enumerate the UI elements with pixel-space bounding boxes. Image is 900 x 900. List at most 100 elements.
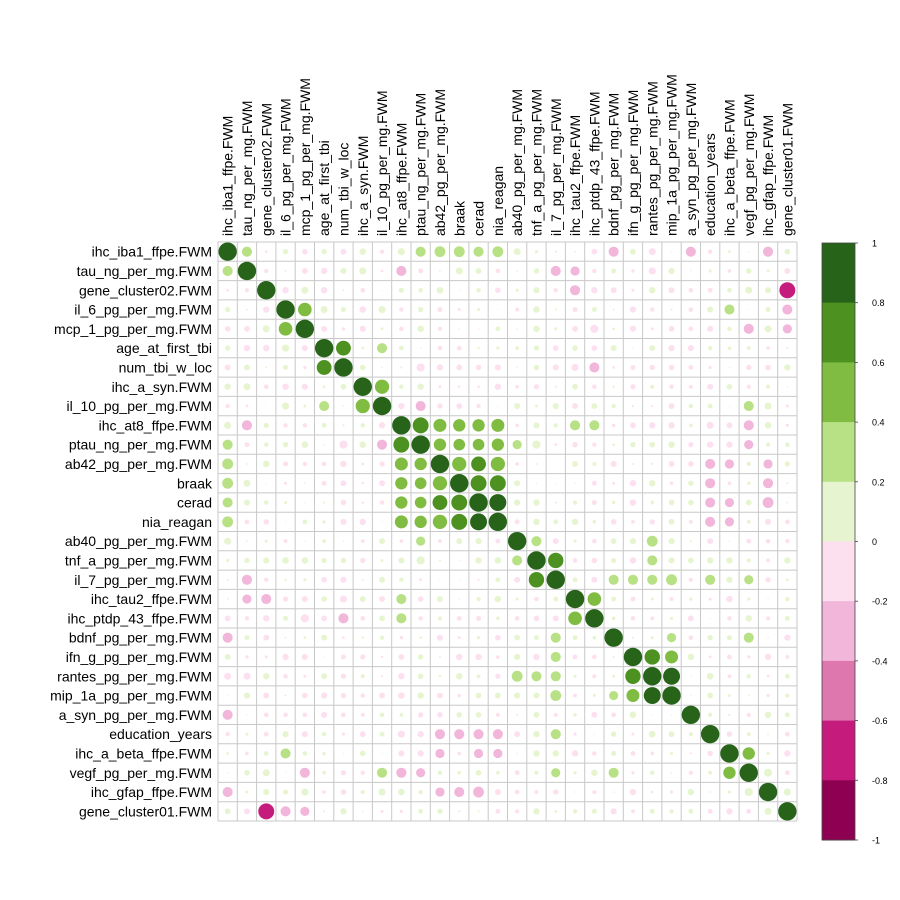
corr-circle — [339, 440, 348, 449]
corr-circle — [785, 404, 789, 408]
column-label: il_6_pg_per_mg.FWM — [278, 98, 294, 236]
corr-circle — [707, 383, 714, 390]
corr-circle — [670, 771, 673, 774]
corr-circle — [610, 519, 617, 525]
corr-circle — [534, 250, 539, 254]
corr-circle — [393, 436, 410, 453]
corr-circle — [342, 540, 345, 542]
corr-circle — [724, 497, 735, 508]
corr-circle — [533, 384, 540, 390]
corr-circle — [688, 770, 693, 775]
corr-circle — [610, 287, 617, 294]
corr-circle — [592, 268, 597, 274]
corr-circle — [649, 287, 656, 294]
corr-circle — [264, 577, 269, 582]
corr-circle — [379, 692, 385, 699]
corr-circle — [299, 767, 310, 778]
corr-circle — [786, 347, 789, 350]
corr-circle — [649, 480, 656, 487]
corr-circle — [265, 366, 268, 369]
corr-circle — [590, 324, 599, 333]
corr-circle — [631, 288, 635, 292]
corr-circle — [612, 655, 615, 658]
corr-circle — [515, 423, 520, 428]
corr-circle — [706, 441, 714, 448]
corr-circle — [786, 501, 789, 504]
corr-circle — [727, 346, 732, 350]
corr-circle — [515, 597, 519, 601]
corr-circle — [707, 538, 714, 545]
corr-circle — [300, 614, 309, 623]
corr-circle — [668, 538, 675, 545]
corr-circle — [554, 250, 557, 253]
corr-circle — [688, 287, 694, 293]
corr-circle — [302, 692, 308, 699]
corr-circle — [612, 385, 615, 388]
colorbar-tick-label: 0 — [872, 537, 877, 547]
corr-circle — [475, 538, 482, 545]
corr-circle — [784, 770, 790, 776]
corr-circle — [471, 456, 486, 472]
corr-circle — [514, 403, 521, 410]
corr-circle — [495, 634, 501, 641]
corr-circle — [663, 667, 681, 685]
corr-circle — [302, 248, 308, 255]
corr-circle — [670, 616, 674, 620]
corr-circle — [224, 364, 231, 371]
corr-circle — [515, 288, 519, 292]
corr-circle — [319, 401, 330, 412]
corr-circle — [301, 345, 308, 352]
corr-circle — [418, 808, 424, 814]
corr-circle — [304, 540, 306, 542]
corr-circle — [779, 282, 796, 299]
corr-circle — [668, 403, 675, 409]
corr-circle — [611, 557, 617, 563]
corr-circle — [494, 692, 501, 699]
corr-circle — [263, 673, 270, 680]
corr-circle — [342, 752, 345, 755]
corr-circle — [748, 308, 750, 311]
corr-circle — [355, 398, 370, 414]
corr-circle — [630, 750, 636, 756]
corr-circle — [611, 423, 616, 428]
corr-circle — [548, 552, 564, 569]
corr-circle — [662, 686, 681, 705]
corr-circle — [707, 692, 714, 699]
corr-circle — [360, 654, 366, 660]
corr-circle — [222, 458, 234, 470]
corr-circle — [262, 325, 270, 333]
corr-circle — [494, 789, 501, 796]
corr-circle — [533, 615, 540, 622]
corr-circle — [473, 729, 484, 740]
corr-circle — [222, 265, 233, 276]
corr-circle — [258, 803, 275, 820]
corr-circle — [322, 520, 326, 524]
corr-circle — [453, 438, 466, 451]
corr-circle — [380, 559, 384, 562]
corr-circle — [224, 326, 231, 332]
corr-circle — [360, 557, 366, 564]
corr-circle — [353, 377, 372, 396]
corr-circle — [514, 480, 521, 487]
column-label: braak — [451, 200, 467, 236]
corr-circle — [284, 481, 288, 485]
corr-circle — [494, 595, 502, 603]
corr-circle — [647, 555, 658, 566]
corr-circle — [340, 770, 347, 776]
corr-circle — [705, 516, 716, 527]
corr-circle — [417, 692, 424, 699]
corr-circle — [589, 362, 600, 373]
corr-circle — [764, 653, 772, 661]
corr-circle — [572, 460, 579, 467]
corr-circle — [491, 438, 505, 451]
corr-circle — [340, 307, 346, 313]
corr-circle — [237, 261, 257, 281]
corr-circle — [303, 636, 307, 639]
corr-circle — [609, 690, 619, 701]
corr-circle — [726, 654, 732, 660]
corr-circle — [451, 494, 468, 511]
corr-circle — [572, 325, 579, 332]
corr-circle — [516, 713, 519, 716]
corr-circle — [688, 499, 694, 506]
corr-circle — [380, 269, 384, 273]
